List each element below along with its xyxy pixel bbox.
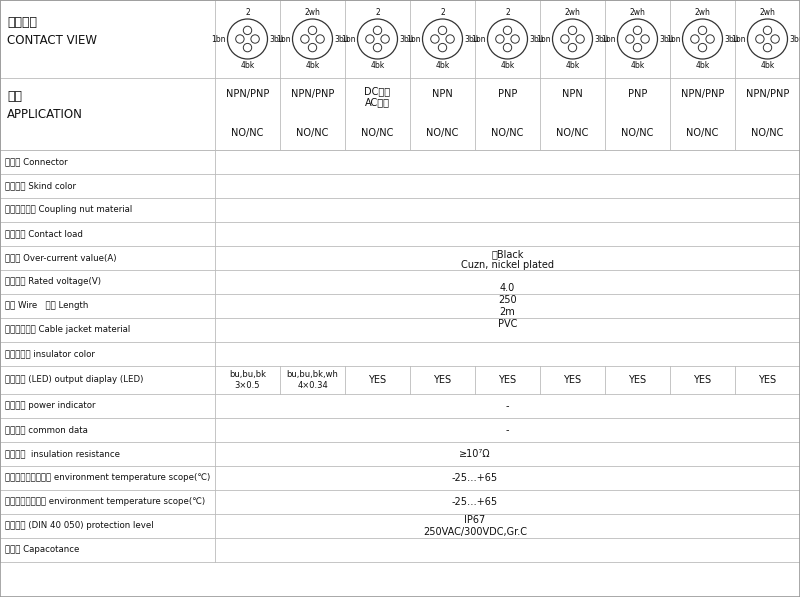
Text: -: -: [506, 425, 510, 435]
Text: 3bu: 3bu: [465, 35, 479, 44]
Text: NO/NC: NO/NC: [686, 128, 718, 138]
Text: YES: YES: [498, 375, 517, 385]
Text: PNP: PNP: [628, 89, 647, 99]
Text: NPN: NPN: [562, 89, 583, 99]
Text: 2wh: 2wh: [759, 8, 775, 17]
Text: 4bk: 4bk: [500, 61, 514, 70]
Text: YES: YES: [758, 375, 777, 385]
Text: CONTACT VIEW: CONTACT VIEW: [7, 33, 97, 47]
Text: 3bu: 3bu: [659, 35, 674, 44]
Text: 过流値 Over-current value(A): 过流値 Over-current value(A): [5, 254, 117, 263]
Text: NO/NC: NO/NC: [426, 128, 458, 138]
Text: 通电指示 power indicator: 通电指示 power indicator: [5, 402, 95, 411]
Text: 1bn: 1bn: [211, 35, 226, 44]
Text: 2: 2: [505, 8, 510, 17]
Text: 一般数据 common data: 一般数据 common data: [5, 426, 88, 435]
Text: NO/NC: NO/NC: [231, 128, 264, 138]
Text: YES: YES: [694, 375, 711, 385]
Text: APPLICATION: APPLICATION: [7, 107, 83, 121]
Text: 2wh: 2wh: [305, 8, 321, 17]
Text: 连接螺母材料 Coupling nut material: 连接螺母材料 Coupling nut material: [5, 205, 132, 214]
Text: NPN/PNP: NPN/PNP: [291, 89, 334, 99]
Text: 1bn: 1bn: [666, 35, 681, 44]
Text: bu,bu,bk
3×0.5: bu,bu,bk 3×0.5: [229, 370, 266, 390]
Text: YES: YES: [629, 375, 646, 385]
Text: NPN/PNP: NPN/PNP: [746, 89, 789, 99]
Text: bu,bu,bk,wh
4×0.34: bu,bu,bk,wh 4×0.34: [286, 370, 338, 390]
Text: NO/NC: NO/NC: [362, 128, 394, 138]
Text: 2wh: 2wh: [565, 8, 581, 17]
Text: 2: 2: [245, 8, 250, 17]
Text: 2: 2: [440, 8, 445, 17]
Text: 4bk: 4bk: [370, 61, 385, 70]
Text: ≥10⁷Ω: ≥10⁷Ω: [459, 449, 491, 459]
Text: 1bn: 1bn: [536, 35, 550, 44]
Text: PVC: PVC: [498, 319, 517, 329]
Text: 环境温度范围电缆 environment temperature scope(℃): 环境温度范围电缆 environment temperature scope(℃…: [5, 497, 205, 506]
Text: 黑Black: 黑Black: [491, 249, 524, 259]
Text: 4bk: 4bk: [760, 61, 774, 70]
Text: Cuzn, nickel plated: Cuzn, nickel plated: [461, 260, 554, 270]
Text: 3bu: 3bu: [790, 35, 800, 44]
Text: 2: 2: [375, 8, 380, 17]
Text: 1bn: 1bn: [601, 35, 615, 44]
Text: NO/NC: NO/NC: [296, 128, 329, 138]
Text: PNP: PNP: [498, 89, 517, 99]
Text: 2m: 2m: [500, 307, 515, 317]
Text: 3bu: 3bu: [594, 35, 609, 44]
Text: 3bu: 3bu: [399, 35, 414, 44]
Text: 1bn: 1bn: [731, 35, 746, 44]
Text: 2wh: 2wh: [630, 8, 646, 17]
Text: 4bk: 4bk: [566, 61, 580, 70]
Text: NO/NC: NO/NC: [491, 128, 524, 138]
Text: 1bn: 1bn: [341, 35, 355, 44]
Text: 4bk: 4bk: [240, 61, 254, 70]
Text: 外套颜色 Skind color: 外套颜色 Skind color: [5, 181, 76, 190]
Text: -25…+65: -25…+65: [452, 473, 498, 483]
Text: 接触负载 Contact load: 接触负载 Contact load: [5, 229, 83, 238]
Text: 电容量 Capacotance: 电容量 Capacotance: [5, 546, 79, 555]
Text: NO/NC: NO/NC: [751, 128, 784, 138]
Text: -: -: [506, 401, 510, 411]
Text: NO/NC: NO/NC: [622, 128, 654, 138]
Text: YES: YES: [563, 375, 582, 385]
Text: 1bn: 1bn: [276, 35, 290, 44]
Text: 输出显示 (LED) output diaplay (LED): 输出显示 (LED) output diaplay (LED): [5, 376, 143, 384]
Text: 3bu: 3bu: [530, 35, 544, 44]
Text: -25…+65: -25…+65: [452, 497, 498, 507]
Text: NO/NC: NO/NC: [556, 128, 589, 138]
Text: 4bk: 4bk: [695, 61, 710, 70]
Text: 4bk: 4bk: [630, 61, 645, 70]
Text: 2wh: 2wh: [694, 8, 710, 17]
Text: 应用: 应用: [7, 90, 22, 103]
Text: IP67: IP67: [464, 515, 486, 525]
Text: 电缆 Wire   长度 Length: 电缆 Wire 长度 Length: [5, 301, 88, 310]
Text: YES: YES: [369, 375, 386, 385]
Text: NPN/PNP: NPN/PNP: [226, 89, 269, 99]
Text: 接插件 Connector: 接插件 Connector: [5, 158, 68, 167]
Text: 1bn: 1bn: [406, 35, 421, 44]
Text: 4.0: 4.0: [500, 283, 515, 293]
Text: 4bk: 4bk: [306, 61, 320, 70]
Text: YES: YES: [434, 375, 451, 385]
Text: 250VAC/300VDC,Gr.C: 250VAC/300VDC,Gr.C: [423, 527, 527, 537]
Text: 额定电压 Rated voltage(V): 额定电压 Rated voltage(V): [5, 278, 101, 287]
Text: 250: 250: [498, 295, 517, 305]
Text: 电缆外皮材料 Cable jacket material: 电缆外皮材料 Cable jacket material: [5, 325, 130, 334]
Text: DC二线: DC二线: [365, 86, 390, 96]
Text: AC二线: AC二线: [365, 97, 390, 107]
Text: NPN/PNP: NPN/PNP: [681, 89, 724, 99]
Text: 绕缘电阵  insulation resistance: 绕缘电阵 insulation resistance: [5, 450, 120, 458]
Text: 3bu: 3bu: [270, 35, 284, 44]
Text: 3bu: 3bu: [725, 35, 739, 44]
Text: 接插外形: 接插外形: [7, 16, 37, 29]
Text: 1bn: 1bn: [471, 35, 486, 44]
Text: 3bu: 3bu: [334, 35, 349, 44]
Text: 绣缘体颜色 insulator color: 绣缘体颜色 insulator color: [5, 349, 95, 359]
Text: 防护等级 (DIN 40 050) protection level: 防护等级 (DIN 40 050) protection level: [5, 522, 154, 531]
Text: NPN: NPN: [432, 89, 453, 99]
Text: 环境温度范围接插件 environment temperature scope(℃): 环境温度范围接插件 environment temperature scope(…: [5, 473, 210, 482]
Text: 4bk: 4bk: [435, 61, 450, 70]
